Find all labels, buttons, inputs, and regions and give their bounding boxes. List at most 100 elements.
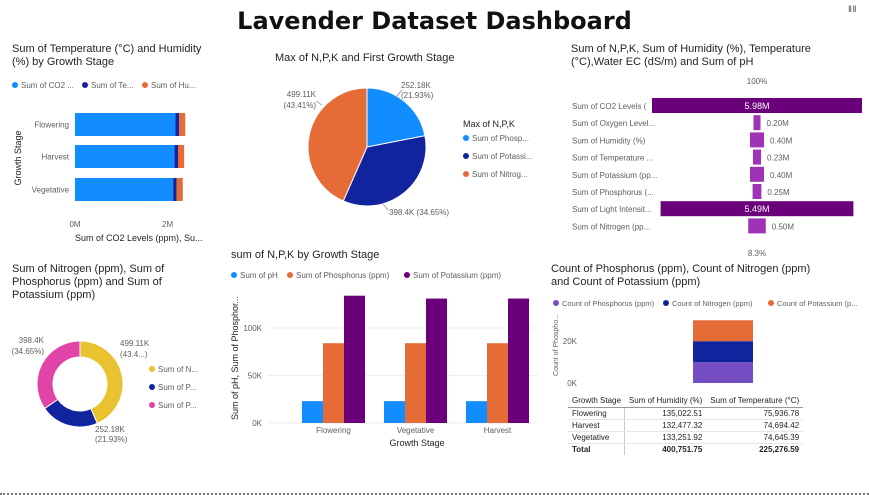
chart2-legend-item-dot <box>463 171 469 177</box>
table-cell: 133,251.92 <box>624 431 707 444</box>
chart3-category-label: Sum of Nitrogen (pp... <box>572 222 650 231</box>
chart5-bar <box>344 295 365 423</box>
chart1-legend-item-dot <box>142 82 148 88</box>
chart1-category-label: Vegetative <box>32 186 70 195</box>
chart5-bar <box>323 343 344 423</box>
chart5-x-axis-title: Growth Stage <box>389 438 444 448</box>
table-cell: Flowering <box>568 407 626 420</box>
chart3-bar <box>752 184 762 199</box>
chart1-category-label: Harvest <box>41 153 69 162</box>
chart5-bar <box>426 298 447 423</box>
chart3-value-label: 0.23M <box>767 154 790 163</box>
chart3-bar <box>752 149 762 165</box>
dashboard-title: Lavender Dataset Dashboard <box>237 7 632 35</box>
chart5-legend-item-dot <box>231 272 237 278</box>
chart5-y-tick: 100K <box>243 324 262 333</box>
chart3-value-label: 5.98M <box>744 101 769 111</box>
table-cell: Total <box>568 443 626 455</box>
chart3-value-label: 0.25M <box>767 188 790 197</box>
table-header[interactable]: Sum of Temperature (°C) <box>706 394 804 408</box>
chart4-slice-label: 499.11K <box>120 339 150 348</box>
chart1-x-tick: 2M <box>162 220 173 229</box>
chart1-bar <box>177 145 185 168</box>
chart1-bar <box>75 113 176 136</box>
chart5-bar <box>405 343 426 423</box>
chart3-bar <box>660 201 854 217</box>
chart1-bar <box>75 178 174 201</box>
chart2-legend-item-dot <box>463 135 469 141</box>
chart1-y-axis-title: Growth Stage <box>13 130 23 185</box>
chart2-leader-line <box>315 100 323 106</box>
chart4-slice-label: (34.65%) <box>12 347 45 356</box>
chart3-bar <box>748 218 766 234</box>
chart5-legend-item: Sum of Phosphorus (ppm) <box>296 271 390 280</box>
chart5-y-tick: 0K <box>252 419 262 428</box>
chart6-legend-item-dot <box>663 300 669 306</box>
table-row: Vegetative 133,251.92 74,645.39 <box>568 431 804 444</box>
table-total-row: Total 400,751.75 225,276.59 <box>568 443 804 455</box>
chart2-legend-title: Max of N,P,K <box>463 119 515 129</box>
chart5-y-tick: 50K <box>248 372 263 381</box>
chart5-bar <box>384 401 405 423</box>
chart4-legend-item: Sum of P... <box>158 383 197 392</box>
chart3-title: Sum of N,P,K, Sum of Humidity (%), Tempe… <box>571 43 811 68</box>
chart2-slice-label: (21.93%) <box>401 91 434 100</box>
window-controls: II II <box>848 4 856 14</box>
chart5-category-label: Flowering <box>316 426 351 435</box>
chart1-legend-item: Sum of CO2 ... <box>21 81 74 90</box>
chart4-legend-item: Sum of N... <box>158 365 198 374</box>
chart2-legend-item: Sum of Phosp... <box>472 134 529 143</box>
chart5-category-label: Vegetative <box>397 426 435 435</box>
chart3-top-label: 100% <box>747 77 767 86</box>
table-header[interactable]: Growth Stage <box>568 394 625 408</box>
table-header[interactable]: Sum of Humidity (%) <box>624 394 707 408</box>
table-cell: 132,477.32 <box>624 419 707 432</box>
chart3-category-label: Sum of Potassium (pp... <box>572 171 657 180</box>
chart2-slice-label: (43.41%) <box>284 101 317 110</box>
chart2-legend-item: Sum of Nitrog... <box>472 170 528 179</box>
chart4-slice-label: (43.4...) <box>120 350 148 359</box>
chart6-legend-item: Count of Potassium (p... <box>777 299 857 308</box>
chart1-x-tick: 0M <box>69 220 80 229</box>
chart1-x-axis-title: Sum of CO2 Levels (ppm), Su... <box>75 233 203 243</box>
chart4-legend-item: Sum of P... <box>158 401 197 410</box>
chart1-bar <box>175 113 179 136</box>
chart1-category-label: Flowering <box>34 121 69 130</box>
page-border <box>0 491 869 495</box>
chart2-slice <box>342 135 427 207</box>
chart5-bar <box>508 298 529 423</box>
chart6-bar <box>693 362 753 383</box>
chart5-bar <box>466 401 487 423</box>
chart3-category-label: Sum of Temperature ... <box>572 154 653 163</box>
chart4-legend-item-dot <box>149 366 155 372</box>
table-cell: 400,751.75 <box>624 443 707 455</box>
chart1-legend-item: Sum of Hu... <box>151 81 195 90</box>
table-cell: 74,694.42 <box>706 419 804 432</box>
chart6-legend-item: Count of Nitrogen (ppm) <box>672 299 753 308</box>
table-row: Harvest 132,477.32 74,694.42 <box>568 419 804 432</box>
chart5-y-axis-title: Sum of pH, Sum of Phosphor... <box>230 296 240 420</box>
chart3-bar <box>749 132 765 148</box>
chart3-value-label: 0.40M <box>770 136 793 145</box>
humidity-temperature-table[interactable]: Growth Stage Sum of Humidity (%) Sum of … <box>568 394 804 455</box>
chart3-value-label: 5.49M <box>744 204 769 214</box>
chart4-legend-item-dot <box>149 384 155 390</box>
chart2-legend-item-dot <box>463 153 469 159</box>
table-cell: 74,645.39 <box>706 431 804 444</box>
chart1-legend-item: Sum of Te... <box>91 81 134 90</box>
chart4-slice-label: 398.4K <box>19 336 45 345</box>
table-cell: 135,022.51 <box>624 407 707 420</box>
chart2-legend-item: Sum of Potassi... <box>472 152 532 161</box>
chart5-category-label: Harvest <box>484 426 512 435</box>
chart5-bar <box>487 343 508 423</box>
chart1-legend-item-dot <box>82 82 88 88</box>
chart6-legend-item-dot <box>553 300 559 306</box>
chart5-title: sum of N,P,K by Growth Stage <box>231 249 380 261</box>
chart1-bar <box>176 178 183 201</box>
